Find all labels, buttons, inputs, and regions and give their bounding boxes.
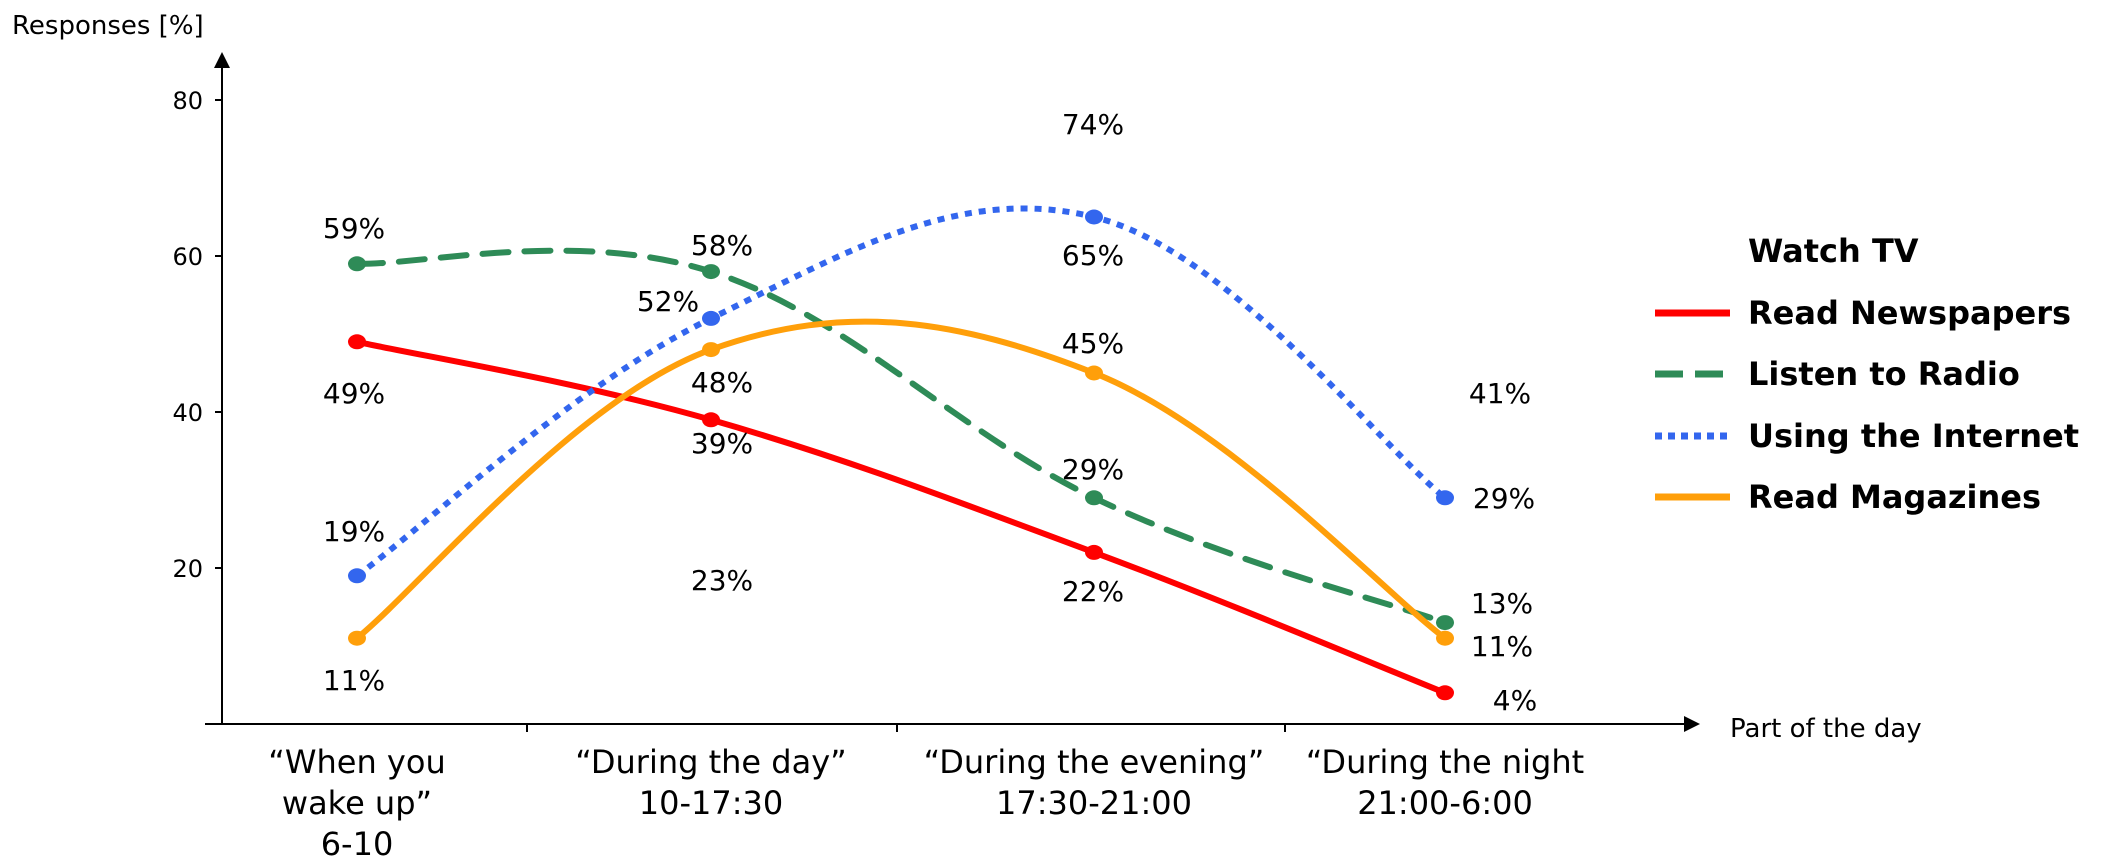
data-label-listen-to-radio: 13% <box>1471 587 1533 620</box>
data-label-watch-tv: 74% <box>1062 108 1124 141</box>
x-category-label-line: “During the evening” <box>924 743 1265 781</box>
data-point-listen-to-radio <box>348 256 366 271</box>
legend-label-read-magazines: Read Magazines <box>1748 478 2041 516</box>
data-label-read-newspapers: 4% <box>1493 684 1537 717</box>
data-label-listen-to-radio: 59% <box>323 212 385 245</box>
x-category-label: “When you wake up” 6-10 <box>268 743 445 861</box>
x-axis-arrow <box>1684 716 1700 732</box>
data-label-listen-to-radio: 58% <box>691 229 753 262</box>
data-label-using-the-internet: 29% <box>1473 482 1535 515</box>
data-point-read-newspapers <box>702 412 720 427</box>
data-point-read-newspapers <box>1085 545 1103 560</box>
y-axis-title: Responses [%] <box>12 11 204 41</box>
legend-label-watch-tv: Watch TV <box>1748 232 1919 270</box>
x-category-label: “During the night 21:00-6:00 <box>1306 743 1584 822</box>
data-label-listen-to-radio: 29% <box>1062 453 1124 486</box>
data-point-using-the-internet <box>702 311 720 326</box>
y-tick-label: 80 <box>172 87 203 115</box>
data-point-read-magazines <box>1436 631 1454 646</box>
data-point-using-the-internet <box>1436 490 1454 505</box>
data-point-listen-to-radio <box>702 264 720 279</box>
data-point-using-the-internet <box>348 568 366 583</box>
data-label-read-newspapers: 49% <box>323 377 385 410</box>
data-label-using-the-internet: 52% <box>637 285 699 318</box>
data-label-read-newspapers: 22% <box>1062 575 1124 608</box>
data-label-using-the-internet: 65% <box>1062 239 1124 272</box>
series-layer <box>348 208 1454 700</box>
data-label-read-magazines: 48% <box>691 366 753 399</box>
y-tick-label: 40 <box>172 399 203 427</box>
x-category-label-line: 21:00-6:00 <box>1357 784 1533 822</box>
data-point-read-magazines <box>348 631 366 646</box>
data-point-listen-to-radio <box>1085 490 1103 505</box>
x-category-label-line: 6-10 <box>321 825 394 861</box>
data-point-read-magazines <box>702 342 720 357</box>
y-tick-label: 60 <box>172 243 203 271</box>
data-label-using-the-internet: 19% <box>323 515 385 548</box>
x-category-label-line: 17:30-21:00 <box>996 784 1192 822</box>
series-line-using-the-internet <box>357 208 1445 575</box>
x-category-label: “During the evening” 17:30-21:00 <box>924 743 1265 822</box>
data-point-read-magazines <box>1085 366 1103 381</box>
legend-label-read-newspapers: Read Newspapers <box>1748 294 2071 332</box>
y-axis-arrow <box>214 52 230 68</box>
data-point-read-newspapers <box>1436 685 1454 700</box>
data-label-watch-tv: 41% <box>1469 377 1531 410</box>
data-labels: 23% 74% 41% 49% 39% 22% 4% 59% 58% 29% 13% 19% 52% 65… <box>323 108 1537 717</box>
legend-label-using-the-internet: Using the Internet <box>1748 417 2079 455</box>
x-category-label-line: “When you <box>268 743 445 781</box>
axes: 20 40 60 80 Responses [%] Part of the day “Whe… <box>12 11 1922 861</box>
legend-label-listen-to-radio: Listen to Radio <box>1748 355 2020 393</box>
series-line-read-newspapers <box>357 342 1445 693</box>
data-point-listen-to-radio <box>1436 615 1454 630</box>
x-axis-title: Part of the day <box>1730 714 1922 744</box>
x-category-label: “During the day” 10-17:30 <box>575 743 846 822</box>
x-category-label-line: “During the night <box>1306 743 1584 781</box>
legend: Watch TV Read Newspapers Listen to Radio Us… <box>1655 232 2079 516</box>
data-point-using-the-internet <box>1085 210 1103 225</box>
series-line-listen-to-radio <box>357 251 1445 623</box>
data-label-read-magazines: 11% <box>323 664 385 697</box>
x-category-label-line: 10-17:30 <box>639 784 783 822</box>
data-label-read-magazines: 11% <box>1471 630 1533 663</box>
data-label-read-magazines: 45% <box>1062 327 1124 360</box>
x-category-label-line: wake up” <box>282 784 432 822</box>
y-tick-label: 20 <box>172 555 203 583</box>
data-label-read-newspapers: 39% <box>691 427 753 460</box>
x-category-label-line: “During the day” <box>575 743 846 781</box>
data-point-read-newspapers <box>348 334 366 349</box>
data-label-watch-tv: 23% <box>691 564 753 597</box>
